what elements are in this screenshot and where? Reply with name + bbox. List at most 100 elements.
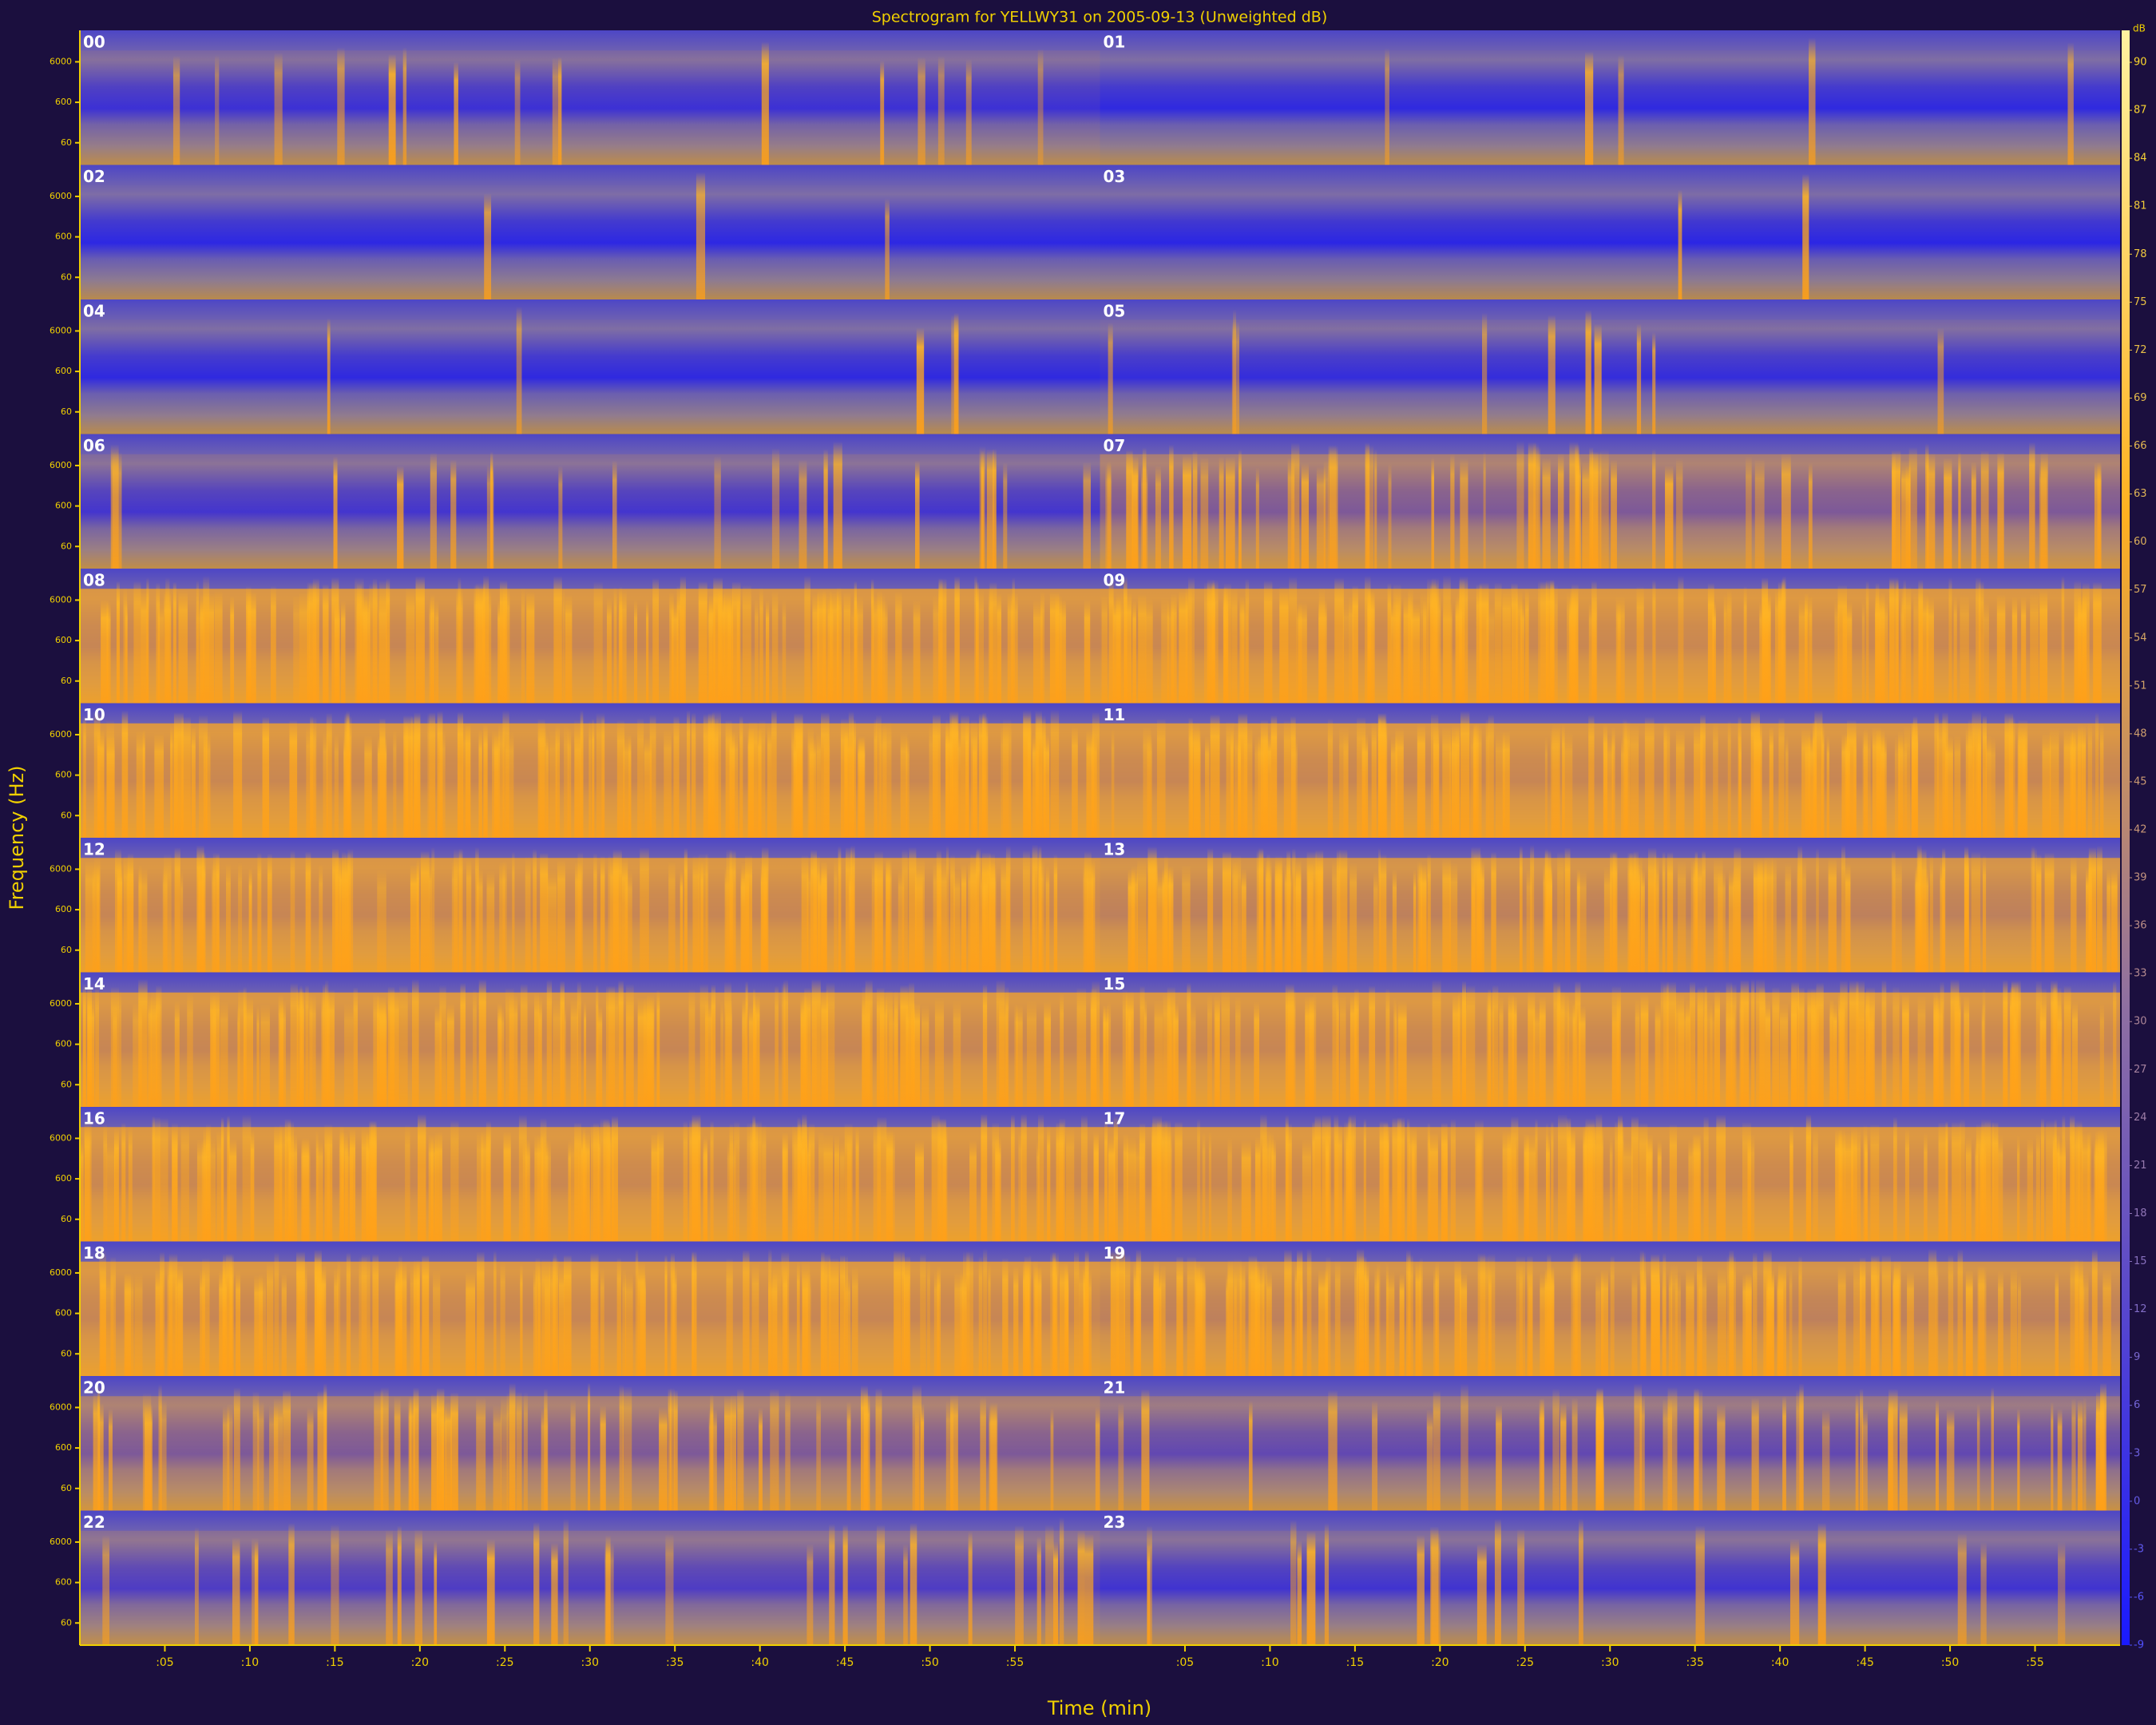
spectrogram-streak bbox=[1173, 1002, 1179, 1107]
spectrogram-streak bbox=[414, 1529, 422, 1645]
spectrogram-streak bbox=[965, 59, 972, 165]
spectrogram-streak bbox=[164, 589, 172, 704]
spectrogram-streak bbox=[1077, 1530, 1085, 1645]
spectrogram-streak bbox=[1235, 728, 1241, 838]
spectrogram-streak bbox=[1107, 1001, 1112, 1107]
spectrogram-streak bbox=[1233, 1259, 1242, 1376]
spectrogram-streak bbox=[703, 713, 713, 838]
spectrogram-streak bbox=[1618, 54, 1624, 165]
spectrogram-streak bbox=[1982, 715, 1988, 838]
x-tick-label: :35 bbox=[1686, 1656, 1704, 1669]
spectrogram-streak bbox=[520, 1263, 523, 1376]
spectrogram-streak bbox=[1488, 1253, 1496, 1376]
spectrogram-streak bbox=[1697, 988, 1703, 1107]
spectrogram-streak bbox=[902, 849, 908, 973]
spectrogram-streak bbox=[1644, 716, 1655, 838]
spectrogram-streak bbox=[81, 1138, 84, 1242]
spectrogram-streak bbox=[1799, 1383, 1804, 1511]
spectrogram-streak bbox=[844, 1123, 853, 1242]
spectrogram-streak bbox=[1616, 993, 1621, 1107]
spectrogram-streak bbox=[1471, 847, 1480, 973]
spectrogram-streak bbox=[415, 576, 425, 704]
spectrogram-streak bbox=[1263, 580, 1273, 704]
spectrogram-streak bbox=[302, 1137, 309, 1242]
spectrogram-streak bbox=[312, 578, 319, 704]
spectrogram-streak bbox=[342, 851, 346, 973]
panel-hour-label: 19 bbox=[1104, 1243, 1126, 1263]
spectrogram-streak bbox=[879, 995, 888, 1107]
spectrogram-streak bbox=[1983, 601, 1989, 704]
spectrogram-streak bbox=[238, 862, 243, 973]
spectrogram-streak bbox=[219, 1270, 227, 1376]
spectrogram-streak bbox=[771, 589, 779, 704]
spectrogram-streak bbox=[651, 1133, 660, 1242]
spectrogram-streak bbox=[2071, 856, 2077, 973]
spectrogram-streak bbox=[247, 591, 256, 704]
spectrogram-streak bbox=[761, 847, 769, 973]
spectrogram-streak bbox=[397, 1525, 402, 1645]
spectrogram-streak bbox=[1694, 1133, 1700, 1242]
spectrogram-streak bbox=[995, 1136, 1001, 1242]
spectrogram-streak bbox=[266, 1261, 274, 1376]
spectrogram-streak bbox=[2078, 724, 2083, 838]
spectrogram-streak bbox=[1108, 322, 1113, 434]
spectrogram-streak bbox=[1821, 1409, 1830, 1511]
spectrogram-streak bbox=[2071, 1001, 2079, 1107]
spectrogram-streak bbox=[1778, 581, 1784, 704]
spectrogram-streak bbox=[876, 714, 882, 838]
spectrogram-streak bbox=[486, 870, 495, 973]
spectrogram-streak bbox=[1839, 1133, 1844, 1242]
spectrogram-streak bbox=[927, 1259, 930, 1376]
spectrogram-streak bbox=[361, 1127, 369, 1242]
spectrogram-streak bbox=[1950, 979, 1960, 1107]
spectrogram-streak bbox=[707, 712, 715, 838]
spectrogram-streak bbox=[284, 1118, 291, 1242]
spectrogram-streak bbox=[1137, 859, 1147, 973]
spectrogram-streak bbox=[672, 1265, 677, 1376]
spectrogram-streak bbox=[1477, 1252, 1486, 1376]
spectrogram-panel bbox=[1100, 1510, 2120, 1645]
spectrogram-streak bbox=[2051, 1402, 2054, 1511]
spectrogram-streak bbox=[1693, 858, 1702, 973]
spectrogram-streak bbox=[1334, 577, 1344, 704]
spectrogram-streak bbox=[874, 851, 883, 973]
spectrogram-streak bbox=[950, 1394, 958, 1511]
spectrogram-streak bbox=[1595, 1274, 1601, 1376]
spectrogram-streak bbox=[1476, 584, 1482, 704]
spectrogram-streak bbox=[1323, 460, 1330, 569]
spectrogram-streak bbox=[652, 577, 660, 704]
spectrogram-streak bbox=[1551, 1120, 1554, 1242]
spectrogram-streak bbox=[428, 1134, 436, 1242]
spectrogram-streak bbox=[1466, 985, 1476, 1107]
spectrogram-streak bbox=[698, 581, 707, 704]
spectrogram-streak bbox=[858, 736, 866, 838]
spectrogram-streak bbox=[187, 993, 193, 1107]
spectrogram-streak bbox=[364, 735, 372, 838]
spectrogram-streak bbox=[1205, 736, 1210, 838]
spectrogram-streak bbox=[417, 1113, 426, 1242]
spectrogram-streak bbox=[1225, 456, 1235, 569]
spectrogram-streak bbox=[1557, 985, 1561, 1107]
spectrogram-streak bbox=[1743, 586, 1747, 704]
spectrogram-streak bbox=[299, 592, 309, 704]
spectrogram-streak bbox=[1433, 725, 1440, 838]
spectrogram-streak bbox=[563, 1255, 572, 1376]
spectrogram-streak bbox=[1113, 1115, 1118, 1242]
spectrogram-streak bbox=[1763, 1249, 1772, 1376]
spectrogram-streak bbox=[1728, 869, 1734, 973]
spectrogram-streak bbox=[356, 591, 363, 704]
spectrogram-streak bbox=[1476, 1544, 1487, 1645]
spectrogram-streak bbox=[1254, 1001, 1260, 1107]
spectrogram-streak bbox=[466, 1271, 476, 1376]
spectrogram-streak bbox=[305, 985, 309, 1107]
spectrogram-streak bbox=[980, 1397, 986, 1511]
spectrogram-streak bbox=[178, 589, 188, 704]
spectrogram-streak bbox=[546, 979, 553, 1107]
spectrogram-streak bbox=[311, 993, 316, 1107]
spectrogram-streak bbox=[290, 982, 298, 1107]
spectrogram-streak bbox=[1037, 1113, 1044, 1242]
spectrogram-streak bbox=[1238, 712, 1248, 838]
spectrogram-streak bbox=[1765, 1000, 1771, 1107]
spectrogram-streak bbox=[323, 584, 329, 704]
